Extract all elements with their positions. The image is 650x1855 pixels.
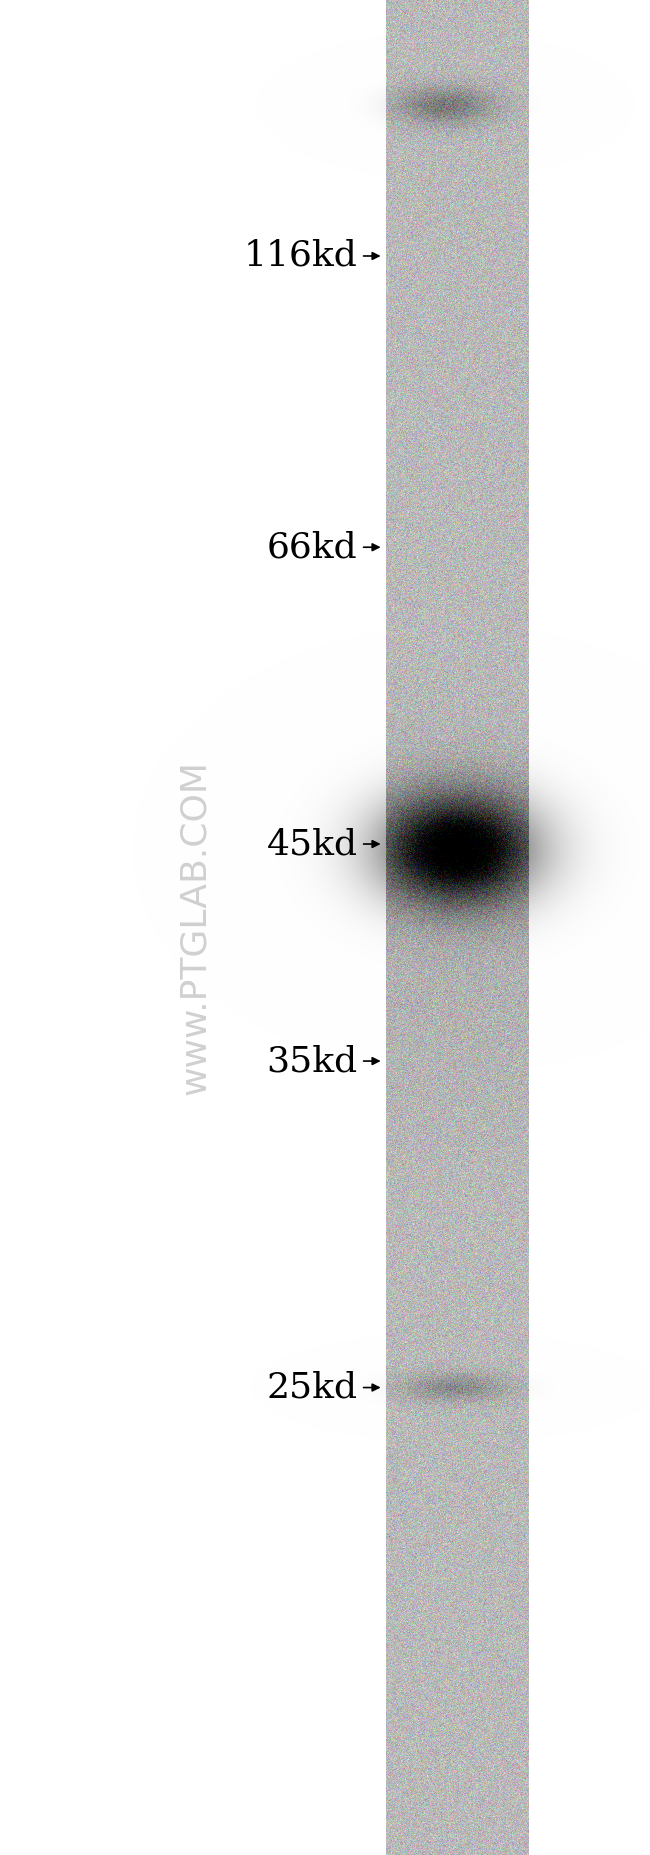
Text: 25kd: 25kd bbox=[266, 1371, 358, 1404]
Text: www.PTGLAB.COM: www.PTGLAB.COM bbox=[178, 761, 212, 1094]
Text: 35kd: 35kd bbox=[266, 1044, 358, 1078]
Text: 66kd: 66kd bbox=[267, 531, 358, 564]
Text: 116kd: 116kd bbox=[244, 239, 358, 273]
Text: 45kd: 45kd bbox=[266, 827, 358, 861]
